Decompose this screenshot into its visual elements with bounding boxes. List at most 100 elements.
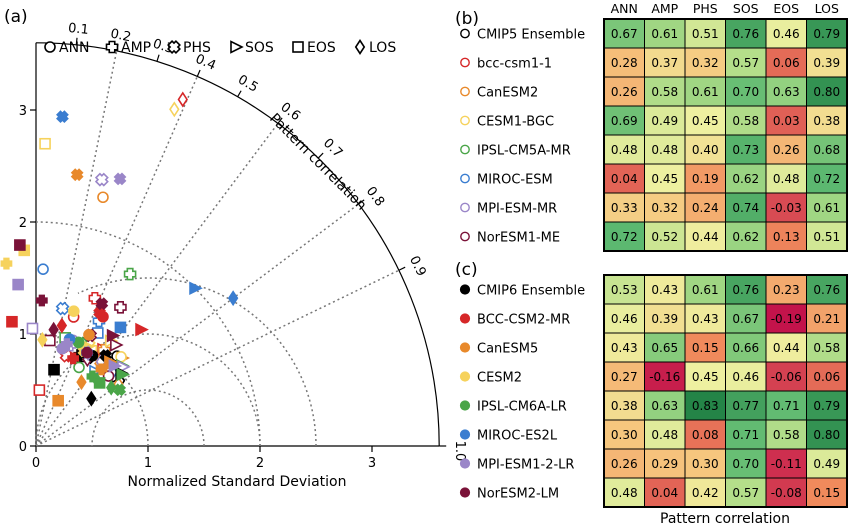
corr-tick-label: 1.0 [452, 441, 467, 462]
cell-value: 0.71 [732, 428, 759, 442]
model-dot-icon [459, 284, 471, 295]
cell-value: 0.61 [692, 85, 719, 99]
x-tick-label: 1 [144, 456, 152, 471]
heatmap-cell [725, 303, 767, 334]
corr-tick-label: 0.5 [235, 72, 260, 95]
corr-tick [277, 117, 283, 124]
model-label: NorESM2-LM [477, 487, 559, 502]
model-label: MIROC-ES2L [477, 429, 558, 444]
cell-value: 0.74 [732, 201, 759, 215]
cell-value: 0.15 [692, 341, 719, 355]
miroc-es2l-eos-marker [114, 321, 127, 334]
cell-value: 0.52 [651, 230, 678, 244]
heatmap-row: MIROC-ES2L 0.30 0.48 0.08 0.71 0.58 0.80 [459, 419, 848, 450]
heatmap-cell [725, 105, 767, 136]
column-header-sos: SOS [733, 1, 759, 16]
cell-value: 0.70 [732, 457, 759, 471]
sos-legend-label: SOS [245, 40, 274, 56]
corr-tick-label: 0.9 [406, 254, 429, 279]
heatmap-row: CMIP5 Ensemble 0.67 0.61 0.51 0.76 0.46 0.79 [460, 18, 848, 49]
noresm2-lm-amp-marker [35, 294, 48, 307]
corr-tick [156, 54, 160, 62]
cell-value: 0.57 [732, 56, 759, 70]
cell-value: -0.08 [771, 486, 802, 500]
heatmap-cell [603, 303, 645, 334]
taylor-xlabel: Normalized Standard Deviation [128, 474, 347, 490]
cell-value: 0.61 [813, 201, 840, 215]
heatmap-b: (b) ANN AMP PHS SOS EOS LOS CMIP5 Ensemble 0.6… [455, 1, 848, 252]
heatmap-cell [684, 448, 726, 479]
ann-legend-icon [44, 41, 56, 53]
model-label: BCC-CSM2-MR [477, 313, 570, 328]
heatmap-cell [806, 419, 848, 450]
heatmap-cell [725, 390, 767, 421]
y-tick-label: 0 [19, 440, 27, 455]
heatmap-cell [603, 477, 645, 508]
model-label: MIROC-ESM [477, 173, 553, 188]
model-ring-icon [460, 202, 470, 213]
cell-value: 0.45 [692, 114, 719, 128]
heatmap-cell [725, 477, 767, 508]
taylor-points [0, 91, 239, 407]
taylor-arc-label: Pattern correlation [266, 111, 369, 214]
cell-value: 0.29 [651, 457, 678, 471]
cell-value: 0.70 [732, 85, 759, 99]
cell-value: 0.77 [732, 399, 759, 413]
heatmap-row: MPI-ESM-MR 0.33 0.32 0.24 0.74 -0.03 0.61 [460, 192, 848, 223]
heatmap-cell [806, 134, 848, 165]
heatmap-cell [765, 163, 807, 194]
heatmap-cell [684, 274, 726, 305]
noresm2-lm-phs-marker [95, 297, 109, 311]
heatmap-cell [765, 76, 807, 107]
cell-value: 0.80 [813, 85, 840, 99]
model-ring-icon [460, 86, 470, 97]
amp-legend-icon [105, 40, 119, 54]
heatmap-cell [725, 163, 767, 194]
cell-value: -0.03 [771, 201, 802, 215]
mpi-esm1-2-lr-phs-marker [113, 172, 127, 186]
cell-value: 0.48 [773, 172, 800, 186]
canesm5-los-marker [76, 374, 87, 391]
corr-line [35, 50, 118, 447]
cell-value: 0.38 [611, 399, 638, 413]
cell-value: 0.53 [611, 283, 638, 297]
heatmap-cell [684, 390, 726, 421]
corr-line [35, 76, 198, 447]
los-legend-icon [354, 39, 366, 55]
heatmap-row: CanESM5 0.43 0.65 0.15 0.66 0.44 0.58 [459, 332, 848, 363]
cell-value: 0.26 [611, 85, 638, 99]
cell-value: 0.68 [813, 143, 840, 157]
corr-tick-label: 0.3 [151, 37, 175, 58]
cmip6-ensemble-eos-marker [48, 363, 60, 376]
cell-value: 0.44 [773, 341, 800, 355]
heatmap-cell [644, 448, 686, 479]
heatmap-cell [684, 361, 726, 392]
taylor-legend: ANN AMP PHS SOS EOS LOS [44, 39, 396, 56]
corr-tick [398, 266, 406, 271]
cell-value: 0.04 [651, 486, 678, 500]
mpi-esm1-2-lr-amp-marker [60, 338, 73, 351]
cell-value: 0.06 [773, 56, 800, 70]
cell-value: 0.43 [651, 283, 678, 297]
model-label: IPSL-CM5A-MR [477, 144, 571, 159]
cell-value: 0.48 [611, 143, 638, 157]
corr-line [35, 203, 360, 447]
cell-value: 0.30 [692, 457, 719, 471]
y-tick-label: 3 [19, 104, 27, 119]
corr-tick [196, 69, 201, 77]
heatmap-cell [765, 105, 807, 136]
model-label: CMIP6 Ensemble [477, 284, 585, 299]
cell-value: -0.11 [771, 457, 802, 471]
heatmap-cell [603, 192, 645, 223]
heatmap-row: NorESM2-LM 0.48 0.04 0.42 0.57 -0.08 0.15 [459, 477, 848, 508]
x-tick-label: 0 [32, 456, 40, 471]
sos-legend-icon [230, 40, 244, 54]
phs-legend-label: PHS [183, 40, 211, 56]
model-label: NorESM1-ME [477, 231, 560, 246]
cell-value: 0.63 [651, 399, 678, 413]
column-header-los: LOS [815, 1, 839, 16]
heatmap-row: MIROC-ESM 0.04 0.45 0.19 0.62 0.48 0.72 [460, 163, 848, 194]
corr-tick-label: 0.8 [363, 184, 387, 210]
heatmap-cell [806, 163, 848, 194]
heatmap-cell [765, 221, 807, 252]
